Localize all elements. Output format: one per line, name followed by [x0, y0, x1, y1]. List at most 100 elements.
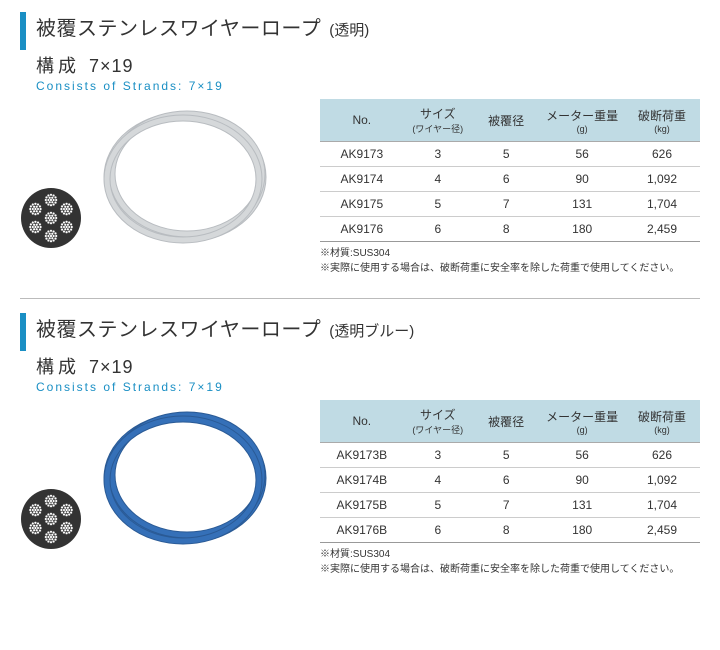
table-header: サイズ(ワイヤー径)	[404, 99, 472, 142]
table-header: 被覆径	[472, 400, 540, 443]
header-sub: (ワイヤー径)	[408, 423, 468, 436]
table-cell: AK9176B	[320, 518, 404, 543]
table-cell: 3	[404, 142, 472, 167]
header-sub: (kg)	[628, 124, 696, 134]
table-area: No.サイズ(ワイヤー径)被覆径メーター重量(g)破断荷重(kg)AK91733…	[320, 99, 700, 276]
table-cell: 3	[404, 443, 472, 468]
table-cell: 90	[540, 468, 624, 493]
table-row: AK9176681802,459	[320, 217, 700, 242]
table-cell: 5	[472, 443, 540, 468]
composition-value: 7×19	[89, 357, 134, 377]
table-cell: 8	[472, 217, 540, 242]
header-sub: (kg)	[628, 425, 696, 435]
table-header: 破断荷重(kg)	[624, 400, 700, 443]
header-main: No.	[352, 414, 371, 428]
table-cell: 90	[540, 167, 624, 192]
table-cell: 8	[472, 518, 540, 543]
accent-bar	[20, 313, 26, 351]
table-cell: 5	[404, 192, 472, 217]
product-title: 被覆ステンレスワイヤーロープ	[36, 12, 321, 41]
composition-text: 構成	[36, 357, 80, 377]
table-cell: 131	[540, 493, 624, 518]
table-cell: 56	[540, 443, 624, 468]
composition-label: 構成 7×19	[36, 353, 700, 379]
header-sub: (g)	[544, 425, 620, 435]
table-cell: 4	[404, 468, 472, 493]
header-main: サイズ	[420, 408, 456, 422]
table-header: 被覆径	[472, 99, 540, 142]
header-main: サイズ	[420, 107, 456, 121]
table-cell: 6	[404, 518, 472, 543]
accent-bar	[20, 12, 26, 50]
table-cell: AK9175	[320, 192, 404, 217]
table-row: AK917446901,092	[320, 167, 700, 192]
cross-section-icon	[20, 488, 82, 550]
table-cell: 6	[472, 167, 540, 192]
product-variant: (透明ブルー)	[329, 320, 414, 341]
content-row: No.サイズ(ワイヤー径)被覆径メーター重量(g)破断荷重(kg)AK9173B…	[20, 400, 700, 577]
table-header: メーター重量(g)	[540, 400, 624, 443]
table-cell: AK9175B	[320, 493, 404, 518]
table-cell: 56	[540, 142, 624, 167]
table-cell: AK9174B	[320, 468, 404, 493]
table-header: メーター重量(g)	[540, 99, 624, 142]
note-line: ※材質:SUS304	[320, 547, 700, 562]
note-line: ※実際に使用する場合は、破断荷重に安全率を除した荷重で使用してください。	[320, 562, 700, 577]
table-cell: 6	[472, 468, 540, 493]
notes: ※材質:SUS304※実際に使用する場合は、破断荷重に安全率を除した荷重で使用し…	[320, 246, 700, 276]
table-cell: 1,092	[624, 468, 700, 493]
table-cell: AK9173	[320, 142, 404, 167]
composition-label: 構成 7×19	[36, 52, 700, 78]
header-main: 被覆径	[488, 114, 524, 128]
composition-value: 7×19	[89, 56, 134, 76]
header-sub: (g)	[544, 124, 620, 134]
header-main: 破断荷重	[638, 109, 686, 123]
table-header: No.	[320, 99, 404, 142]
wire-coil-image	[90, 400, 280, 550]
table-row: AK9175571311,704	[320, 192, 700, 217]
image-area	[20, 400, 320, 550]
table-row: AK91733556626	[320, 142, 700, 167]
table-cell: 7	[472, 192, 540, 217]
image-area	[20, 99, 320, 249]
notes: ※材質:SUS304※実際に使用する場合は、破断荷重に安全率を除した荷重で使用し…	[320, 547, 700, 577]
table-cell: 1,704	[624, 192, 700, 217]
consists-label: Consists of Strands: 7×19	[36, 79, 700, 93]
header-main: メーター重量	[546, 410, 618, 424]
table-cell: 2,459	[624, 518, 700, 543]
table-cell: 6	[404, 217, 472, 242]
table-cell: AK9176	[320, 217, 404, 242]
table-header: 破断荷重(kg)	[624, 99, 700, 142]
table-cell: 131	[540, 192, 624, 217]
header-main: 破断荷重	[638, 410, 686, 424]
composition-text: 構成	[36, 56, 80, 76]
table-header: No.	[320, 400, 404, 443]
note-line: ※実際に使用する場合は、破断荷重に安全率を除した荷重で使用してください。	[320, 261, 700, 276]
spec-table: No.サイズ(ワイヤー径)被覆径メーター重量(g)破断荷重(kg)AK9173B…	[320, 400, 700, 543]
header-sub: (ワイヤー径)	[408, 122, 468, 135]
cross-section-icon	[20, 187, 82, 249]
table-cell: 2,459	[624, 217, 700, 242]
table-cell: AK9174	[320, 167, 404, 192]
table-cell: 180	[540, 217, 624, 242]
table-cell: 626	[624, 142, 700, 167]
table-cell: 5	[472, 142, 540, 167]
product-variant: (透明)	[329, 19, 369, 40]
table-row: AK9173B3556626	[320, 443, 700, 468]
table-cell: 180	[540, 518, 624, 543]
note-line: ※材質:SUS304	[320, 246, 700, 261]
table-row: AK9175B571311,704	[320, 493, 700, 518]
table-row: AK9174B46901,092	[320, 468, 700, 493]
table-cell: AK9173B	[320, 443, 404, 468]
table-row: AK9176B681802,459	[320, 518, 700, 543]
product-section: 被覆ステンレスワイヤーロープ (透明) 構成 7×19Consists of S…	[20, 12, 700, 276]
table-cell: 1,704	[624, 493, 700, 518]
table-cell: 7	[472, 493, 540, 518]
table-area: No.サイズ(ワイヤー径)被覆径メーター重量(g)破断荷重(kg)AK9173B…	[320, 400, 700, 577]
table-cell: 626	[624, 443, 700, 468]
table-cell: 4	[404, 167, 472, 192]
consists-label: Consists of Strands: 7×19	[36, 380, 700, 394]
product-section: 被覆ステンレスワイヤーロープ (透明ブルー) 構成 7×19Consists o…	[20, 313, 700, 577]
wire-coil-image	[90, 99, 280, 249]
table-cell: 1,092	[624, 167, 700, 192]
